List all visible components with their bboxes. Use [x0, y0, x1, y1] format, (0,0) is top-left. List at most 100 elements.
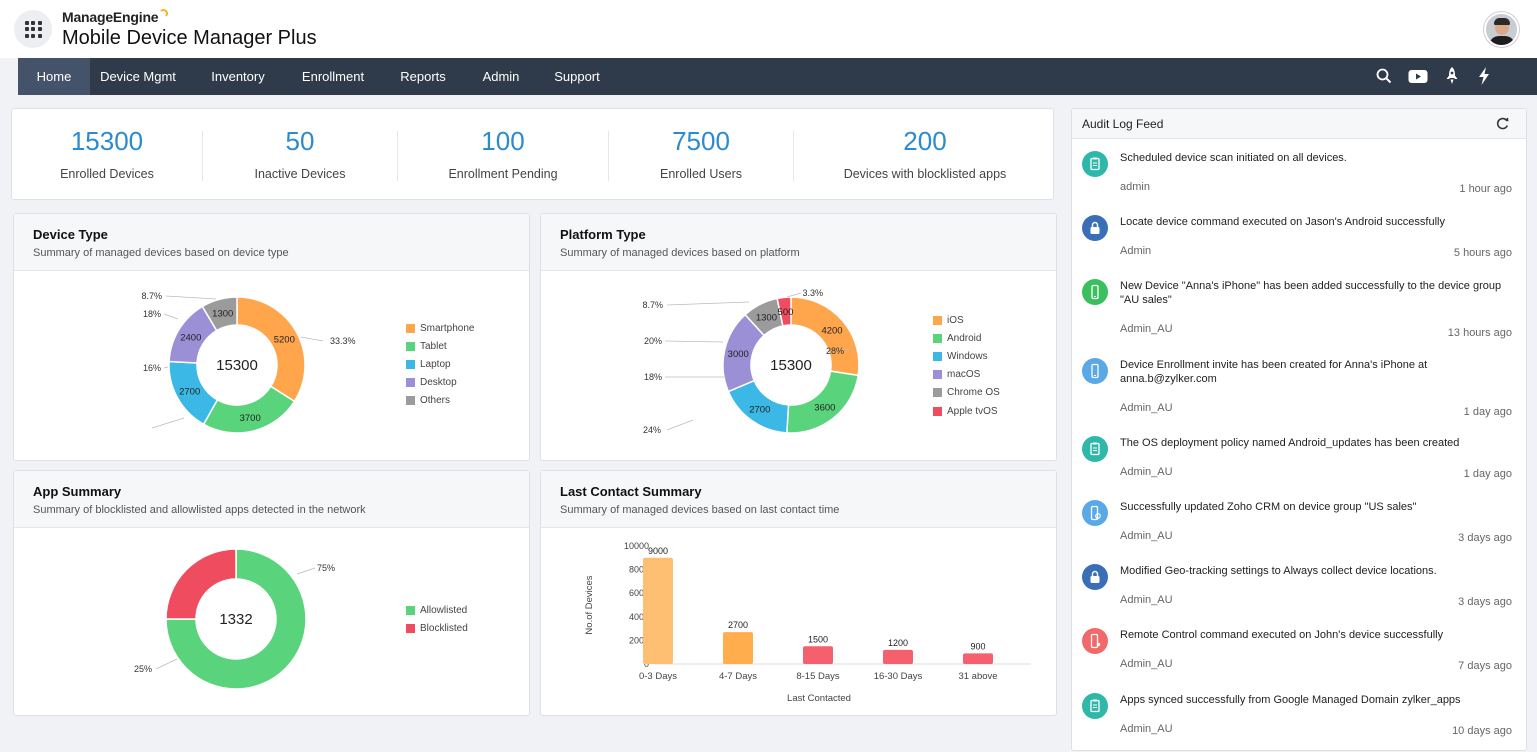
- stat-blocklisted-devices[interactable]: 200 Devices with blocklisted apps: [794, 109, 1056, 181]
- bar-value-label: 9000: [648, 546, 668, 556]
- legend-swatch: [933, 406, 942, 416]
- divider: [202, 131, 203, 181]
- slice-value-label: 4200: [821, 325, 842, 336]
- lightning-icon[interactable]: [1474, 66, 1494, 86]
- lock-icon: [1082, 215, 1108, 241]
- search-icon[interactable]: [1374, 66, 1394, 86]
- bar-31-above[interactable]: [963, 653, 993, 664]
- audit-time: 7 days ago: [1458, 660, 1512, 672]
- slice-value-label: 5200: [274, 334, 295, 345]
- stat-enrolled-users[interactable]: 7500 Enrolled Users: [609, 109, 793, 181]
- legend-item-windows[interactable]: Windows: [933, 347, 1000, 365]
- bar-value-label: 2700: [728, 620, 748, 630]
- bar-0-3-days[interactable]: [643, 557, 673, 664]
- leader-line: [664, 340, 724, 343]
- leader-line: [786, 292, 802, 298]
- legend-swatch: [933, 351, 942, 361]
- audit-time: 3 days ago: [1458, 532, 1512, 544]
- panel-subtitle: Summary of managed devices based on devi…: [33, 247, 289, 259]
- legend-label: Desktop: [420, 377, 457, 389]
- legend-item-chrome-os[interactable]: Chrome OS: [933, 384, 1000, 402]
- divider: [397, 131, 398, 181]
- legend-swatch: [933, 315, 942, 325]
- audit-message: The OS deployment policy named Android_u…: [1120, 437, 1460, 449]
- donut-slice-blocklisted[interactable]: [165, 548, 237, 620]
- legend-item-ios[interactable]: iOS: [933, 311, 1000, 329]
- app-launcher-button[interactable]: [14, 10, 52, 48]
- donut-center-total: 15300: [770, 357, 812, 374]
- legend-item-blocklisted[interactable]: Blocklisted: [406, 619, 468, 637]
- nav-reports[interactable]: Reports: [400, 69, 446, 84]
- legend-item-tablet[interactable]: Tablet: [406, 337, 474, 355]
- panel-title: Device Type: [33, 227, 108, 242]
- audit-user: Admin_AU: [1120, 530, 1173, 542]
- legend-item-allowlisted[interactable]: Allowlisted: [406, 601, 468, 619]
- stat-enrollment-pending[interactable]: 100 Enrollment Pending: [398, 109, 608, 181]
- legend-swatch: [933, 370, 942, 380]
- nav-device-mgmt[interactable]: Device Mgmt: [100, 69, 176, 84]
- nav-home[interactable]: Home: [18, 58, 90, 95]
- percent-label: 3.3%: [802, 288, 823, 298]
- stat-inactive-devices[interactable]: 50 Inactive Devices: [204, 109, 396, 181]
- stat-enrolled-devices[interactable]: 15300 Enrolled Devices: [12, 109, 202, 181]
- audit-user: Admin_AU: [1120, 466, 1173, 478]
- lock-icon: [1082, 564, 1108, 590]
- percent-label: 28%: [826, 346, 844, 356]
- donut-slice-apple-tvos[interactable]: [776, 296, 792, 327]
- nav-inventory[interactable]: Inventory: [211, 69, 265, 84]
- audit-time: 1 hour ago: [1459, 183, 1512, 195]
- legend-item-apple-tvos[interactable]: Apple tvOS: [933, 402, 1000, 420]
- user-avatar[interactable]: [1484, 12, 1519, 47]
- percent-label: 18%: [143, 309, 161, 319]
- refresh-icon[interactable]: [1495, 116, 1510, 131]
- legend-label: Chrome OS: [947, 387, 1000, 399]
- audit-time: 10 days ago: [1452, 725, 1512, 737]
- audit-log-panel: Audit Log Feed Scheduled device scan ini…: [1071, 108, 1527, 751]
- slice-value-label: 1300: [756, 312, 777, 323]
- legend-item-others[interactable]: Others: [406, 392, 474, 410]
- legend-item-laptop[interactable]: Laptop: [406, 355, 474, 373]
- stats-summary-card: 15300 Enrolled Devices 50 Inactive Devic…: [11, 108, 1054, 200]
- donut-slice-tablet[interactable]: [202, 385, 296, 434]
- stat-label: Enrolled Devices: [60, 167, 154, 181]
- nav-admin[interactable]: Admin: [482, 69, 520, 84]
- legend-label: Smartphone: [420, 322, 475, 334]
- phone-icon: [1082, 358, 1108, 384]
- nav-enrollment[interactable]: Enrollment: [301, 69, 365, 84]
- panel-title: Last Contact Summary: [560, 484, 702, 499]
- x-tick-label: 8-15 Days: [796, 671, 840, 682]
- legend-item-macos[interactable]: macOS: [933, 366, 1000, 384]
- x-axis-title: Last Contacted: [787, 693, 851, 704]
- donut-slice-smartphone[interactable]: [236, 296, 306, 403]
- legend-swatch: [406, 378, 415, 388]
- stat-value: 100: [481, 126, 525, 156]
- legend-item-smartphone[interactable]: Smartphone: [406, 319, 474, 337]
- stat-value: 7500: [672, 126, 730, 156]
- donut-slice-allowlisted[interactable]: [165, 548, 307, 690]
- rocket-icon[interactable]: [1442, 66, 1462, 86]
- percent-label: 25%: [134, 664, 152, 674]
- donut-center-total: 15300: [216, 357, 258, 374]
- panel-subtitle: Summary of managed devices based on last…: [560, 504, 840, 516]
- phone-icon: [1082, 279, 1108, 305]
- phone-settings-icon: [1082, 500, 1108, 526]
- audit-message: Device Enrollment invite has been create…: [1120, 359, 1428, 385]
- phone-remote-icon: [1082, 628, 1108, 654]
- legend-swatch: [406, 323, 415, 333]
- legend-label: Apple tvOS: [947, 405, 998, 417]
- bar-16-30-days[interactable]: [883, 649, 913, 664]
- donut-center-total: 1332: [219, 611, 252, 628]
- nav-support[interactable]: Support: [554, 69, 600, 84]
- bar-4-7-days[interactable]: [723, 632, 753, 664]
- donut-slice-others[interactable]: [201, 296, 238, 332]
- audit-time: 3 days ago: [1458, 596, 1512, 608]
- video-icon[interactable]: [1407, 66, 1429, 86]
- legend-item-android[interactable]: Android: [933, 329, 1000, 347]
- bar-8-15-days[interactable]: [803, 646, 833, 664]
- brand-logo[interactable]: ManageEngine Mobile Device Manager Plus: [62, 9, 317, 50]
- slice-value-label: 3000: [728, 349, 749, 360]
- y-tick-label: 8000: [629, 565, 649, 575]
- legend-item-desktop[interactable]: Desktop: [406, 374, 474, 392]
- clipboard-icon: [1082, 436, 1108, 462]
